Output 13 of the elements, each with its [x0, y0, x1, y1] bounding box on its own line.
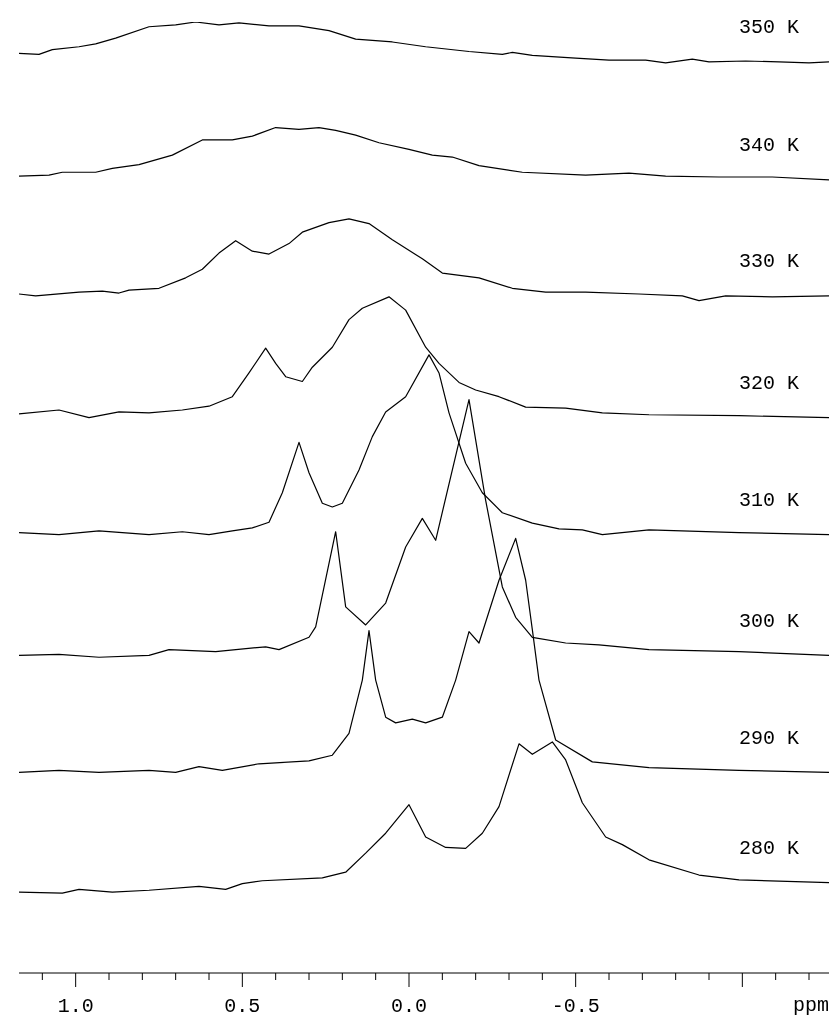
series-label: 320 K	[738, 371, 799, 395]
series-label: 290 K	[738, 726, 799, 750]
x-axis-title: ppm	[792, 994, 829, 1018]
series-label: 280 K	[738, 836, 799, 860]
x-tick-label: 0.5	[224, 995, 261, 1019]
series-label: 310 K	[738, 488, 799, 512]
x-tick-label: -0.5	[551, 995, 600, 1019]
series-label: 300 K	[738, 609, 799, 633]
series-label: 340 K	[738, 134, 799, 158]
series-label: 330 K	[738, 250, 799, 274]
x-tick-label: 1.0	[57, 995, 94, 1019]
series-label: 350 K	[738, 16, 799, 40]
x-tick-label: 0.0	[390, 995, 428, 1019]
